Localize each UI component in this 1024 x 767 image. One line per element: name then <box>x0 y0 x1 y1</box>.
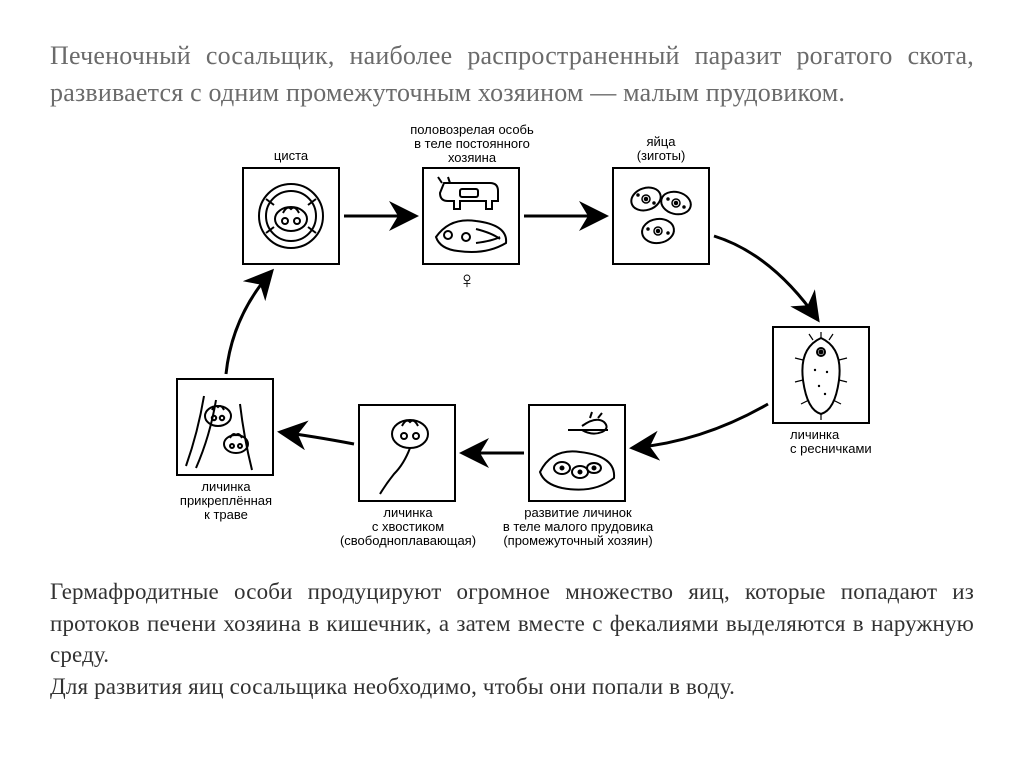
stage-mature: половозрелая особь в теле постоянного хо… <box>422 167 520 265</box>
stage-box <box>242 167 340 265</box>
stage-box <box>422 167 520 265</box>
stage-box <box>358 404 456 502</box>
stage-eggs: яйца (зиготы) <box>612 167 710 265</box>
stage-box <box>612 167 710 265</box>
stage-label: яйца (зиготы) <box>612 135 710 164</box>
body-paragraph: Гермафродитные особи продуцируют огромно… <box>50 576 974 703</box>
stage-label: циста <box>242 149 340 163</box>
stage-tail: личинка с хвостиком (свободноплавающая) <box>358 404 456 502</box>
snail-icon <box>532 408 622 498</box>
stage-cyst: циста <box>242 167 340 265</box>
stage-label: личинка прикреплённая к траве <box>170 480 282 523</box>
stage-label: личинка с хвостиком (свободноплавающая) <box>328 506 488 549</box>
stage-grass: личинка прикреплённая к траве <box>176 378 274 476</box>
stage-box <box>772 326 870 424</box>
stage-box <box>176 378 274 476</box>
stage-box <box>528 404 626 502</box>
slide-title: Печеночный сосальщик, наиболее распростр… <box>50 38 974 112</box>
stage-label: половозрелая особь в теле постоянного хо… <box>392 123 552 166</box>
cilia-icon <box>781 330 861 420</box>
stage-snail: развитие личинок в теле малого прудовика… <box>528 404 626 502</box>
tail-icon <box>364 408 450 498</box>
host-icon <box>426 171 516 261</box>
slide: Печеночный сосальщик, наиболее распростр… <box>0 0 1024 767</box>
stage-label: личинка с ресничками <box>790 428 910 457</box>
grass-icon <box>180 382 270 472</box>
lifecycle-diagram: циста половозрелая особь в теле постоянн… <box>132 126 892 566</box>
stage-label: развитие личинок в теле малого прудовика… <box>492 506 664 549</box>
eggs-icon <box>618 173 704 259</box>
female-symbol: ♀ <box>458 267 476 295</box>
cyst-icon <box>252 177 330 255</box>
stage-cilia: личинка с ресничками <box>772 326 870 424</box>
